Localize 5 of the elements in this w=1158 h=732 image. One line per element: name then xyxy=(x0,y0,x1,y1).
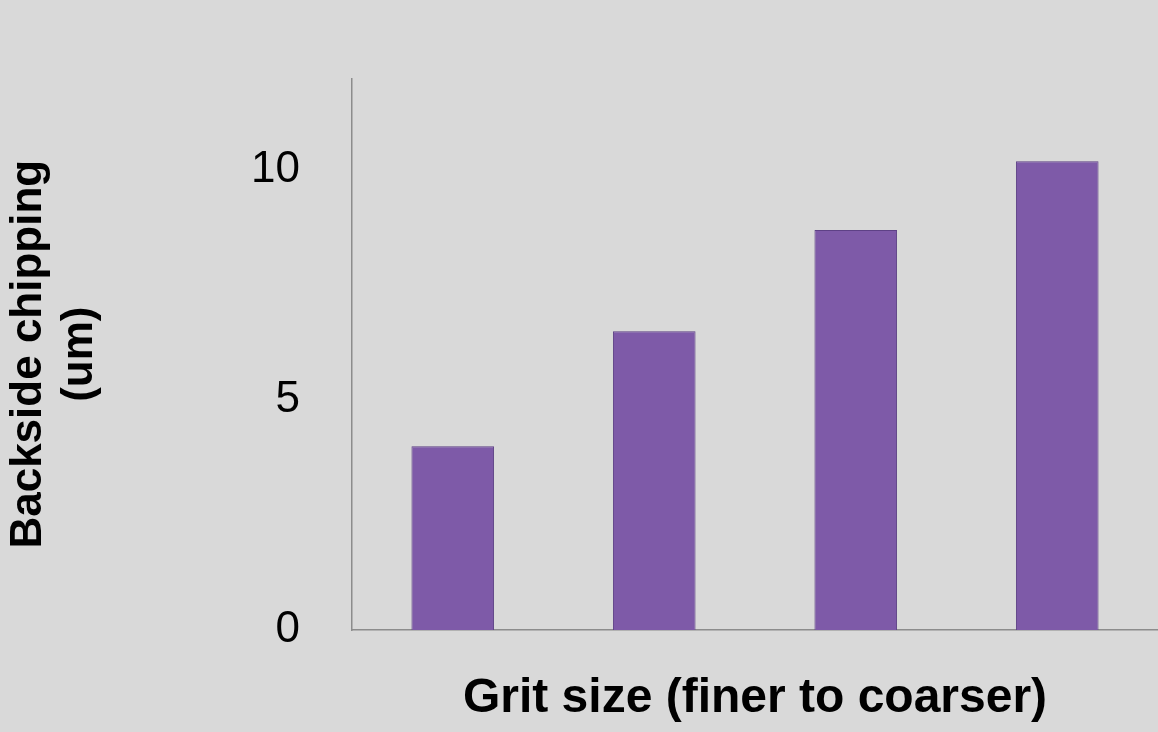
x-axis-title: Grit size (finer to coarser) xyxy=(462,669,1048,723)
y-tick-label: 10 xyxy=(251,142,300,192)
y-axis-title: Backside chipping (um) xyxy=(1,159,102,549)
y-tick-label: 0 xyxy=(275,602,300,652)
y-tick-label: 5 xyxy=(275,372,300,422)
